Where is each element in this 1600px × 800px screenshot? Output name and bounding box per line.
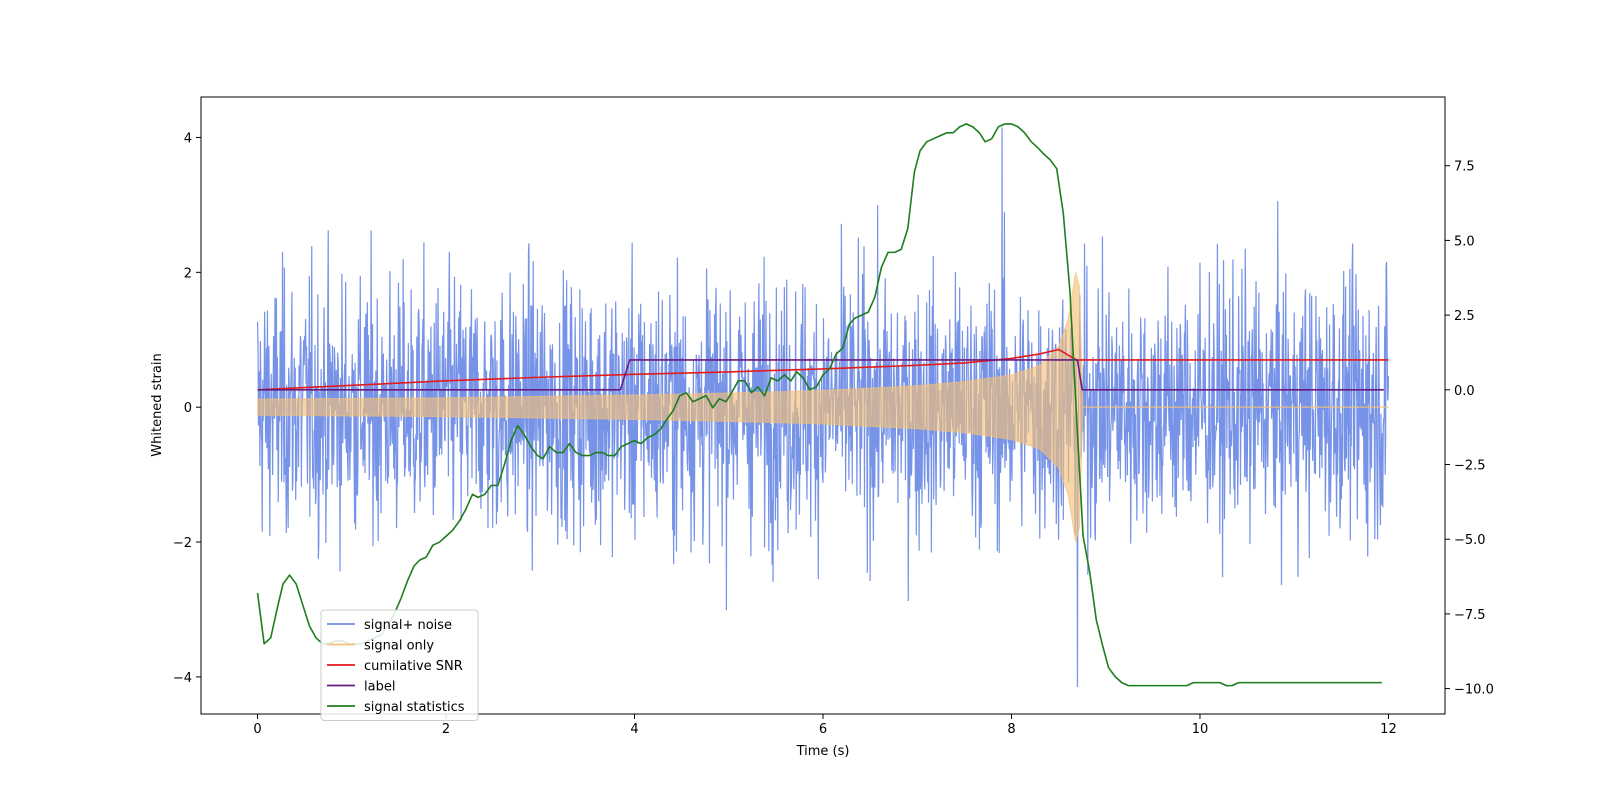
series-signal-only (257, 272, 1084, 543)
legend-label: cumilative SNR (364, 659, 463, 674)
legend-box (320, 609, 479, 721)
y2-tick-label: −10.0 (1454, 683, 1494, 698)
y2-tick-label: 0.0 (1454, 384, 1475, 399)
y2-tick-label: −5.0 (1454, 533, 1486, 548)
y-axis-left: 4 2 0 −2 −4 (173, 131, 201, 686)
legend-label: signal+ noise (364, 618, 452, 633)
x-axis-label: Time (s) (796, 744, 850, 759)
x-tick-label: 10 (1192, 722, 1209, 737)
x-tick-label: 2 (442, 722, 450, 737)
series-label (257, 359, 1384, 391)
series-signal-noise (256, 127, 1390, 688)
y2-tick-label: 7.5 (1454, 160, 1475, 175)
x-tick-label: 6 (819, 722, 827, 737)
x-tick-label: 8 (1007, 722, 1015, 737)
y2-tick-label: 2.5 (1454, 309, 1475, 324)
series-cumulative-snr (257, 348, 1389, 391)
y-tick-label: −2 (173, 536, 192, 551)
y-tick-label: 2 (184, 266, 192, 281)
y-tick-label: 0 (184, 401, 192, 416)
legend-label: signal statistics (364, 700, 465, 715)
legend-label: signal only (364, 639, 434, 654)
y-axis-label: Whitened strain (150, 353, 165, 456)
series-signal-statistics (256, 123, 1382, 687)
y2-tick-label: −7.5 (1454, 608, 1486, 623)
legend-label: label (364, 680, 395, 695)
legend: signal+ noise signal only cumilative SNR la… (320, 609, 479, 721)
x-tick-label: 4 (630, 722, 638, 737)
y2-tick-label: 5.0 (1454, 234, 1475, 249)
y-tick-label: 4 (184, 131, 192, 146)
series-layer (256, 123, 1390, 688)
y2-tick-label: −2.5 (1454, 459, 1486, 474)
y-axis-right: 7.5 5.0 2.5 0.0 −2.5 −5.0 −7.5 −10.0 (1445, 160, 1494, 698)
y-tick-label: −4 (173, 671, 192, 686)
x-tick-label: 0 (253, 722, 261, 737)
x-tick-label: 12 (1380, 722, 1397, 737)
